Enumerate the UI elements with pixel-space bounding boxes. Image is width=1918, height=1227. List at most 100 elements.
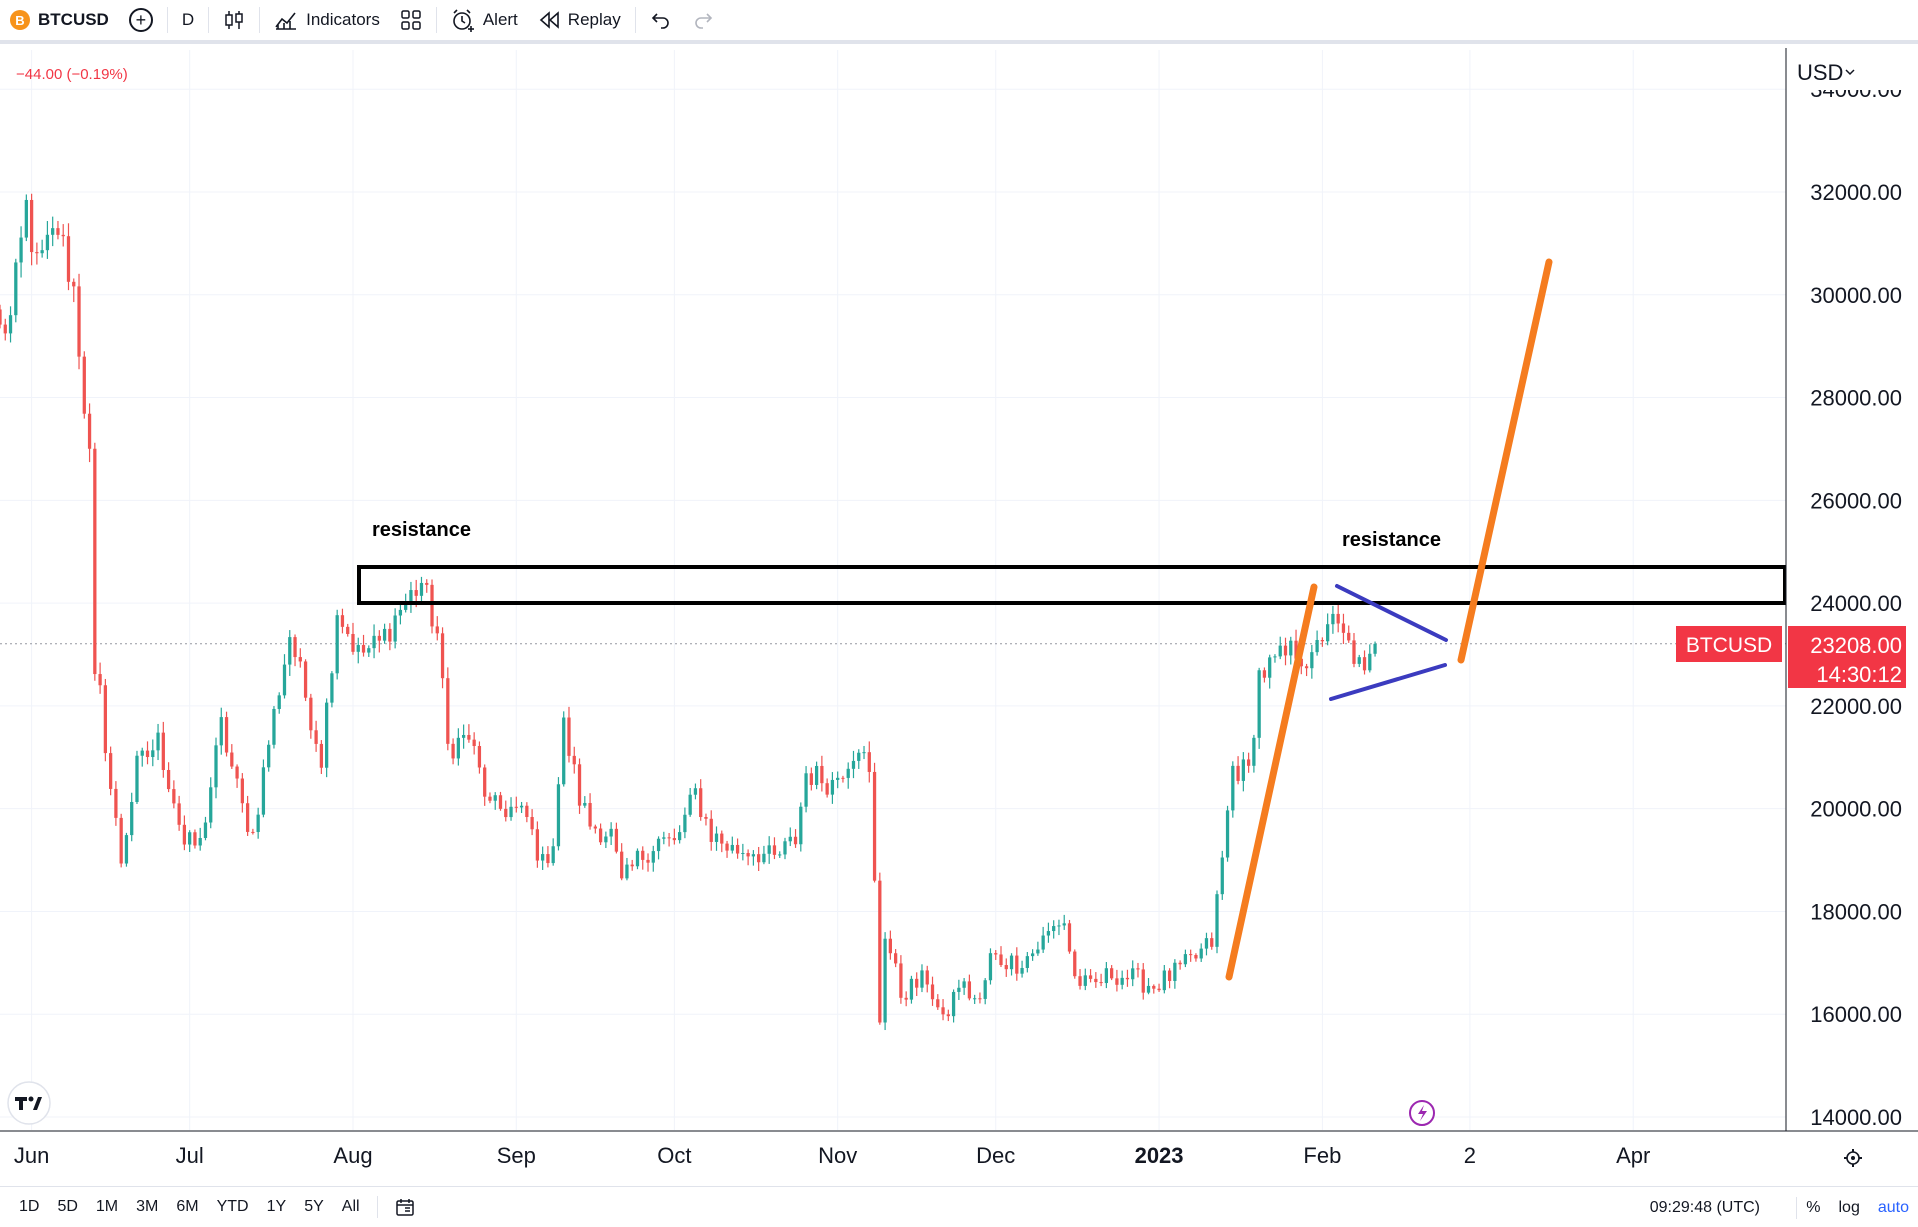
candle bbox=[973, 994, 977, 1004]
candle-body bbox=[1020, 967, 1024, 974]
range-button-3m[interactable]: 3M bbox=[136, 1198, 159, 1215]
candle bbox=[915, 972, 919, 996]
alert-button[interactable]: Alert bbox=[441, 0, 528, 42]
auto-scale-toggle[interactable]: auto bbox=[1877, 1198, 1909, 1216]
price-chart[interactable]: resistance resistance −44.00 (−0.19%) 14… bbox=[0, 48, 1918, 1185]
price-tick-label: 22000.00 bbox=[1810, 694, 1902, 719]
candle-body bbox=[151, 750, 155, 758]
candle-body bbox=[978, 998, 982, 1000]
percent-scale-toggle[interactable]: % bbox=[1806, 1198, 1821, 1216]
candle-body bbox=[477, 746, 482, 768]
resistance-zone-box[interactable] bbox=[357, 565, 1787, 605]
candle bbox=[1315, 630, 1319, 656]
candle bbox=[1088, 969, 1093, 983]
candle-body bbox=[598, 828, 603, 843]
candle-body bbox=[1136, 968, 1140, 970]
interval-button[interactable]: D bbox=[172, 0, 204, 42]
candle bbox=[1178, 960, 1182, 970]
candle bbox=[1357, 654, 1361, 668]
log-scale-toggle[interactable]: log bbox=[1838, 1198, 1860, 1216]
candle-body bbox=[72, 281, 76, 287]
candle bbox=[767, 836, 771, 864]
range-button-all[interactable]: All bbox=[341, 1198, 360, 1215]
candle bbox=[1004, 958, 1008, 977]
candle bbox=[8, 306, 13, 343]
range-button-ytd[interactable]: YTD bbox=[216, 1198, 249, 1215]
candle-body bbox=[820, 765, 824, 784]
candle bbox=[699, 779, 703, 821]
candle bbox=[936, 994, 940, 1010]
candle-body bbox=[393, 615, 397, 642]
candle-body bbox=[35, 252, 39, 254]
candle-body bbox=[1131, 968, 1135, 980]
candle bbox=[1078, 969, 1082, 990]
candle-body bbox=[87, 413, 92, 449]
candle bbox=[1204, 932, 1209, 956]
candle-body bbox=[124, 835, 129, 864]
candle-body bbox=[309, 697, 313, 731]
range-button-5d[interactable]: 5D bbox=[57, 1198, 78, 1215]
candle bbox=[0, 304, 2, 329]
candle-body bbox=[440, 633, 445, 679]
candle bbox=[525, 802, 529, 823]
indicators-button[interactable]: Indicators bbox=[264, 0, 390, 42]
price-tick-label: 32000.00 bbox=[1810, 180, 1902, 205]
range-button-1m[interactable]: 1M bbox=[95, 1198, 119, 1215]
candle bbox=[746, 849, 750, 866]
candle bbox=[778, 851, 782, 858]
candle-body bbox=[209, 787, 213, 823]
replay-button[interactable]: Replay bbox=[528, 0, 631, 42]
range-button-1d[interactable]: 1D bbox=[19, 1198, 40, 1215]
candle-body bbox=[577, 764, 582, 806]
settings-gear-icon[interactable] bbox=[1844, 1149, 1862, 1167]
candle bbox=[61, 224, 65, 247]
candle-body bbox=[1357, 657, 1361, 664]
candle-body bbox=[1062, 923, 1066, 926]
projection-trend-line[interactable] bbox=[1457, 258, 1553, 664]
candle bbox=[346, 623, 350, 637]
compare-button[interactable]: + bbox=[119, 0, 163, 42]
redo-button[interactable] bbox=[682, 0, 724, 42]
candle bbox=[1215, 890, 1219, 954]
range-button-6m[interactable]: 6M bbox=[176, 1198, 199, 1215]
candle-body bbox=[1289, 640, 1293, 656]
candle bbox=[166, 762, 171, 793]
candle-body bbox=[609, 828, 613, 837]
candle bbox=[546, 846, 550, 868]
candle bbox=[1341, 613, 1346, 644]
candle-body bbox=[1162, 970, 1166, 991]
candle-body bbox=[177, 803, 181, 825]
chart-type-button[interactable] bbox=[213, 0, 255, 42]
undo-button[interactable] bbox=[640, 0, 682, 42]
layouts-button[interactable] bbox=[390, 0, 432, 42]
currency-selector[interactable]: USD bbox=[1797, 60, 1843, 85]
wedge-upper-line[interactable] bbox=[1335, 584, 1448, 642]
scale-options: % log auto bbox=[1796, 1187, 1918, 1227]
candle bbox=[109, 746, 113, 796]
candle-body bbox=[382, 628, 387, 641]
rally-trend-line[interactable] bbox=[1225, 583, 1318, 981]
candle-body bbox=[735, 844, 740, 854]
lightning-icon[interactable] bbox=[1409, 1100, 1435, 1126]
candle bbox=[1368, 644, 1372, 673]
price-axis-panel[interactable] bbox=[1786, 48, 1918, 1130]
candle bbox=[240, 773, 244, 813]
candle bbox=[351, 622, 355, 655]
candle-body bbox=[1236, 765, 1240, 781]
candle bbox=[1347, 625, 1351, 643]
utc-clock[interactable]: 09:29:48 (UTC) bbox=[1649, 1198, 1760, 1216]
candle-body bbox=[435, 626, 439, 634]
go-to-date-button[interactable] bbox=[386, 1187, 424, 1227]
price-tick-label: 24000.00 bbox=[1810, 591, 1902, 616]
range-button-5y[interactable]: 5Y bbox=[304, 1198, 324, 1215]
symbol-search[interactable]: B BTCUSD bbox=[0, 0, 119, 42]
wedge-lower-line[interactable] bbox=[1329, 663, 1447, 701]
candle-body bbox=[235, 766, 239, 779]
candle-body bbox=[198, 838, 202, 846]
candle bbox=[51, 216, 55, 247]
range-button-1y[interactable]: 1Y bbox=[266, 1198, 287, 1215]
candle-body bbox=[535, 829, 540, 861]
candle-body bbox=[1352, 640, 1356, 664]
candle bbox=[904, 991, 908, 1007]
candle-body bbox=[256, 814, 260, 833]
